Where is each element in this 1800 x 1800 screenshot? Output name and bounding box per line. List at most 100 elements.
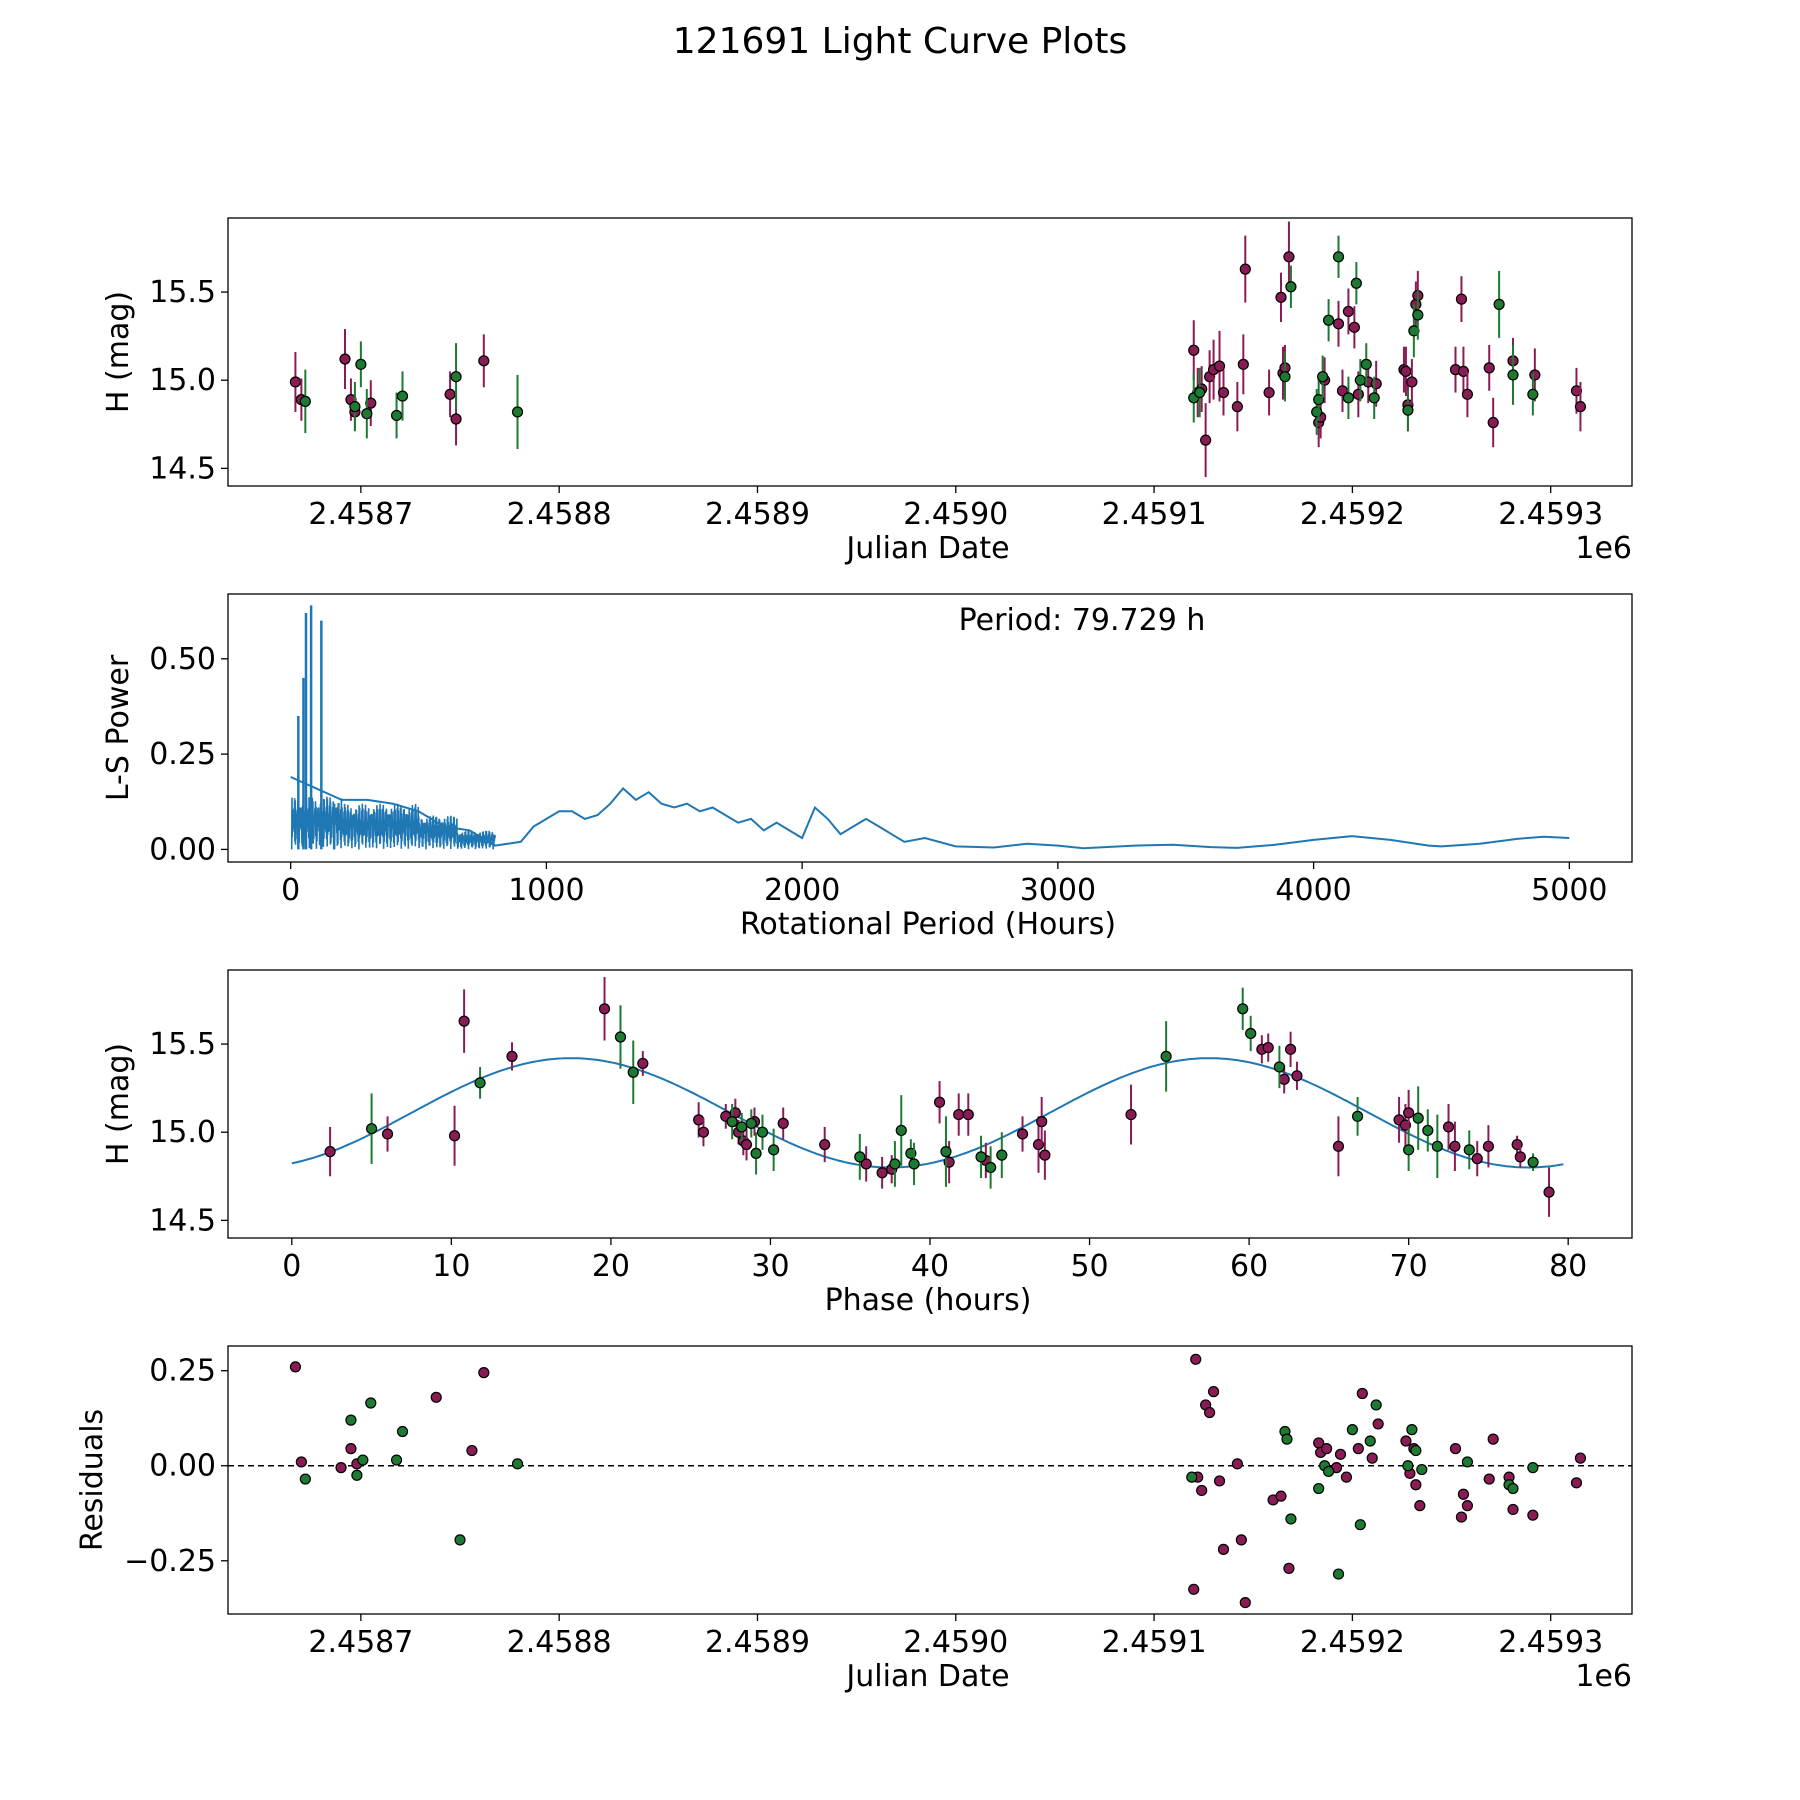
residuals-point-green [1186,1471,1198,1483]
light-curve-point-green [299,395,311,407]
residuals-point-red [295,1456,307,1468]
periodogram-axes-frame [227,593,1633,863]
residuals-point-red [335,1462,347,1474]
light-curve-point-green [1402,404,1414,416]
residuals-point-green [1527,1462,1539,1474]
residuals-point-green [1313,1482,1325,1495]
periodogram-x-tick-label: 3000 [1020,873,1096,908]
light-curve-x-tick-label: 2.4592 [1300,497,1405,532]
residuals-x-tick-label: 2.4589 [705,1625,810,1660]
light-curve-point-green [1194,386,1206,399]
phase-fold-point-red [1332,1140,1345,1152]
figure-title: 121691 Light Curve Plots [673,21,1127,62]
light-curve-point-green [1342,392,1355,404]
phase-fold-point-red [1036,1116,1048,1128]
residuals-point-red [1188,1583,1200,1595]
phase-fold-x-tick-label: 60 [1230,1249,1268,1284]
phase-fold-point-green [745,1117,757,1129]
residuals-point-green [357,1454,369,1466]
residuals-x-tick-label: 2.4593 [1498,1625,1603,1660]
phase-fold-point-red [860,1158,872,1170]
phase-fold-point-red [1543,1186,1555,1198]
residuals-point-red [1455,1511,1468,1523]
residuals-point-green [511,1458,524,1470]
light-curve-point-green [1313,394,1325,406]
residuals-x-tick-label: 2.4588 [507,1625,612,1660]
phase-fold-point-red [598,1003,611,1015]
residuals-point-red [1196,1484,1208,1497]
residuals-point-red [1410,1479,1422,1491]
light-curve-marks [289,221,1587,478]
phase-fold-point-green [975,1151,987,1163]
light-curve-point-red [1352,388,1364,400]
light-curve-point-red [1342,305,1355,318]
light-curve-x-tick-label: 2.4591 [1102,497,1207,532]
residuals-point-green [396,1425,409,1438]
light-curve-point-green [1360,358,1372,370]
periodogram-y-axis-label: L-S Power [101,654,136,801]
panel-residuals: 2.4587 2.4588 2.4589 2.4590 2.4591 2.4592 2.45… [75,1345,1633,1694]
light-curve-x-tick-label: 2.4589 [705,497,810,532]
light-curve-point-green [1322,314,1335,326]
phase-fold-y-tick-label: 15.0 [149,1115,216,1150]
residuals-y-tick-label: 0.00 [149,1449,216,1484]
residuals-point-green [1332,1568,1345,1580]
light-curve-point-green [349,401,361,413]
phase-fold-point-red [1449,1140,1461,1152]
light-curve-point-red [1455,293,1468,305]
phase-fold-point-green [854,1151,866,1163]
residuals-point-green [1507,1482,1519,1495]
periodogram-ticks: 0 1000 2000 3000 4000 5000 0.00 0.25 0.50 [149,642,1607,908]
light-curve-point-green [1285,281,1297,293]
residuals-point-red [1334,1448,1347,1460]
phase-fold-point-green [627,1066,639,1078]
light-curve-point-red [1529,369,1541,381]
residuals-point-green [1416,1463,1428,1476]
residuals-x-offset-label: 1e6 [1575,1659,1632,1694]
light-curve-point-red [1239,263,1251,275]
light-curve-x-axis-label: Julian Date [844,531,1009,566]
light-curve-point-green [355,358,367,370]
periodogram-trace [290,776,1570,850]
light-curve-point-red [1570,385,1583,397]
periodogram-short-period-forest [290,796,496,850]
residuals-point-green [390,1454,403,1466]
light-curve-point-red [289,376,302,388]
phase-fold-point-red [740,1138,753,1151]
phase-fold-point-red [962,1108,974,1121]
panel-phase-fold: 0 10 20 30 40 50 60 70 80 14.5 15.0 15.5 Phase (hou… [101,969,1633,1318]
phase-fold-point-green [908,1158,920,1170]
residuals-point-red [289,1361,302,1373]
light-curve-point-red [1213,360,1226,372]
phase-fold-point-green [736,1121,748,1133]
residuals-point-red [345,1443,357,1455]
phase-fold-x-tick-label: 10 [432,1249,470,1284]
phase-fold-point-red [458,1015,470,1027]
light-curve-ticks: 2.4587 2.4588 2.4589 2.4590 2.4591 2.4592 2.45… [149,275,1603,532]
light-curve-point-red [1188,344,1200,356]
residuals-x-tick-label: 2.4592 [1300,1625,1405,1660]
residuals-point-green [454,1534,466,1546]
phase-fold-point-red [381,1128,394,1140]
light-curve-point-green [1412,309,1424,321]
phase-fold-point-green [895,1124,907,1137]
residuals-point-red [1217,1543,1230,1555]
phase-fold-point-red [697,1126,710,1138]
phase-fold-point-green [1403,1144,1415,1156]
light-curve-point-red [444,388,456,400]
residuals-marks [228,1353,1632,1609]
light-curve-x-tick-label: 2.4593 [1498,497,1603,532]
phase-fold-point-red [1514,1151,1526,1163]
phase-fold-point-red [819,1138,831,1151]
phase-fold-point-green [985,1161,997,1174]
phase-fold-x-tick-label: 0 [282,1249,301,1284]
light-curve-x-offset-label: 1e6 [1575,531,1632,566]
light-curve-point-green [1368,392,1380,404]
light-curve-point-red [1200,434,1212,446]
residuals-point-red [466,1444,478,1457]
light-curve-point-green [1317,371,1329,383]
periodogram-x-tick-label: 4000 [1275,873,1351,908]
residuals-point-red [1207,1386,1220,1398]
residuals-axes-frame [227,1345,1633,1615]
residuals-y-tick-label: 0.25 [149,1354,216,1389]
